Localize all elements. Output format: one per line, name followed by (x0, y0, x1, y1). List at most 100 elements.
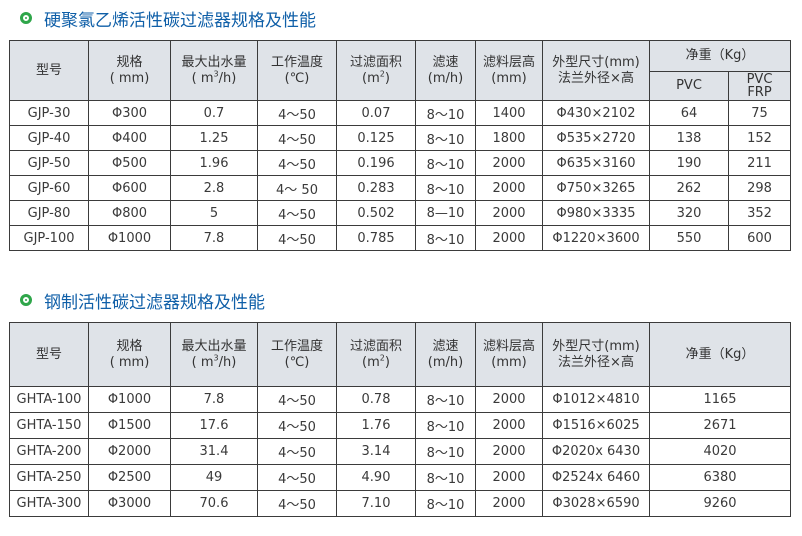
header-weight-pvc: PVC (649, 71, 729, 101)
cell-flow: 7.8 (170, 386, 258, 413)
cell-flow: 31.4 (170, 438, 258, 465)
header-dimensions: 外型尺寸(mm) 法兰外径×高 (542, 40, 650, 101)
cell-weight-pvc: 262 (649, 175, 729, 201)
cell-spec: Φ800 (88, 200, 171, 226)
cell-speed: 8～10 (415, 150, 476, 176)
header-dimensions: 外型尺寸(mm) 法兰外径×高 (542, 322, 650, 387)
cell-dimensions: Φ430×2102 (542, 100, 650, 126)
section1-title: 硬聚氯乙烯活性碳过滤器规格及性能 (44, 10, 316, 31)
bullet-ring-icon (20, 12, 32, 24)
cell-flow: 1.96 (170, 150, 258, 176)
cell-weight-pvc-frp: 211 (728, 150, 791, 176)
cell-weight-pvc: 64 (649, 100, 729, 126)
cell-model: GJP-40 (9, 125, 89, 151)
cell-model: GHTA-150 (9, 412, 89, 439)
cell-layer-height: 2000 (475, 438, 543, 465)
cell-spec: Φ300 (88, 100, 171, 126)
cell-model: GHTA-100 (9, 386, 89, 413)
cell-temperature: 4～50 (257, 438, 337, 465)
cell-weight-pvc: 550 (649, 225, 729, 251)
cell-layer-height: 2000 (475, 464, 543, 491)
header-flow: 最大出水量 ( m3/h) (170, 40, 258, 101)
cell-dimensions: Φ980×3335 (542, 200, 650, 226)
cell-weight-pvc-frp: 152 (728, 125, 791, 151)
cell-model: GJP-50 (9, 150, 89, 176)
cell-area: 0.125 (336, 125, 416, 151)
cell-dimensions: Φ635×3160 (542, 150, 650, 176)
cell-area: 0.78 (336, 386, 416, 413)
cell-temperature: 4～50 (257, 100, 337, 126)
cell-temperature: 4～50 (257, 412, 337, 439)
header-area: 过滤面积 (m2) (336, 40, 416, 101)
cell-spec: Φ2500 (88, 464, 171, 491)
cell-weight-pvc-frp: 352 (728, 200, 791, 226)
cell-flow: 0.7 (170, 100, 258, 126)
cell-spec: Φ1500 (88, 412, 171, 439)
pvc-filter-spec-table: 型号 规格 ( mm) 最大出水量 ( m3/h) 工作温度 (℃) 过滤面积 … (9, 40, 791, 251)
header-weight: 净重（Kg） (649, 322, 791, 387)
table-row: GJP-60 Φ600 2.8 4～ 50 0.283 8～10 2000 Φ750×3265… (9, 175, 791, 201)
cell-area: 0.283 (336, 175, 416, 201)
cell-spec: Φ1000 (88, 225, 171, 251)
table-row: GJP-80 Φ800 5 4～50 0.502 8—10 2000 Φ980×3335 320… (9, 200, 791, 226)
header-area: 过滤面积 (m2) (336, 322, 416, 387)
cell-model: GJP-100 (9, 225, 89, 251)
cell-spec: Φ400 (88, 125, 171, 151)
cell-area: 0.785 (336, 225, 416, 251)
section1-heading: 硬聚氯乙烯活性碳过滤器规格及性能 (20, 6, 316, 31)
cell-flow: 5 (170, 200, 258, 226)
cell-speed: 8～10 (415, 100, 476, 126)
cell-model: GJP-60 (9, 175, 89, 201)
cell-layer-height: 2000 (475, 225, 543, 251)
cell-weight: 1165 (649, 386, 791, 413)
pvc-table-body: GJP-30 Φ300 0.7 4～50 0.07 8～10 1400 Φ430×2102 64… (9, 100, 791, 251)
cell-area: 3.14 (336, 438, 416, 465)
header-weight-pvc-frp: PVC FRP (728, 71, 791, 101)
cell-speed: 8～10 (415, 125, 476, 151)
steel-filter-spec-table: 型号 规格 ( mm) 最大出水量 ( m3/h) 工作温度 (℃) 过滤面积 … (9, 322, 791, 517)
cell-layer-height: 1800 (475, 125, 543, 151)
cell-speed: 8～10 (415, 438, 476, 465)
cell-area: 4.90 (336, 464, 416, 491)
section2-heading: 钢制活性碳过滤器规格及性能 (20, 288, 265, 313)
cell-temperature: 4～50 (257, 200, 337, 226)
cell-speed: 8～10 (415, 225, 476, 251)
cell-temperature: 4～50 (257, 490, 337, 517)
cell-dimensions: Φ2020x 6430 (542, 438, 650, 465)
header-speed: 滤速 (m/h) (415, 322, 476, 387)
header-spec: 规格 ( mm) (88, 40, 171, 101)
cell-spec: Φ3000 (88, 490, 171, 517)
cell-temperature: 4～50 (257, 150, 337, 176)
cell-temperature: 4～50 (257, 125, 337, 151)
cell-area: 7.10 (336, 490, 416, 517)
cell-weight-pvc-frp: 600 (728, 225, 791, 251)
cell-weight: 2671 (649, 412, 791, 439)
cell-dimensions: Φ3028×6590 (542, 490, 650, 517)
cell-dimensions: Φ1012×4810 (542, 386, 650, 413)
cell-weight: 4020 (649, 438, 791, 465)
cell-layer-height: 2000 (475, 150, 543, 176)
table-row: GJP-40 Φ400 1.25 4～50 0.125 8～10 1800 Φ535×2720… (9, 125, 791, 151)
table-row: GJP-50 Φ500 1.96 4～50 0.196 8～10 2000 Φ635×3160… (9, 150, 791, 176)
cell-spec: Φ600 (88, 175, 171, 201)
cell-layer-height: 2000 (475, 386, 543, 413)
cell-dimensions: Φ2524x 6460 (542, 464, 650, 491)
cell-dimensions: Φ1516×6025 (542, 412, 650, 439)
table-row: GJP-100 Φ1000 7.8 4～50 0.785 8～10 2000 Φ1220×36… (9, 225, 791, 251)
cell-dimensions: Φ535×2720 (542, 125, 650, 151)
cell-area: 0.502 (336, 200, 416, 226)
cell-weight: 6380 (649, 464, 791, 491)
cell-model: GJP-30 (9, 100, 89, 126)
cell-spec: Φ500 (88, 150, 171, 176)
cell-flow: 70.6 (170, 490, 258, 517)
cell-speed: 8～10 (415, 175, 476, 201)
header-spec: 规格 ( mm) (88, 322, 171, 387)
cell-temperature: 4～50 (257, 464, 337, 491)
cell-temperature: 4～50 (257, 225, 337, 251)
cell-layer-height: 2000 (475, 490, 543, 517)
cell-speed: 8～10 (415, 464, 476, 491)
cell-spec: Φ2000 (88, 438, 171, 465)
cell-flow: 1.25 (170, 125, 258, 151)
cell-flow: 2.8 (170, 175, 258, 201)
steel-table-body: GHTA-100 Φ1000 7.8 4～50 0.78 8～10 2000 Φ1012×48… (9, 386, 791, 517)
